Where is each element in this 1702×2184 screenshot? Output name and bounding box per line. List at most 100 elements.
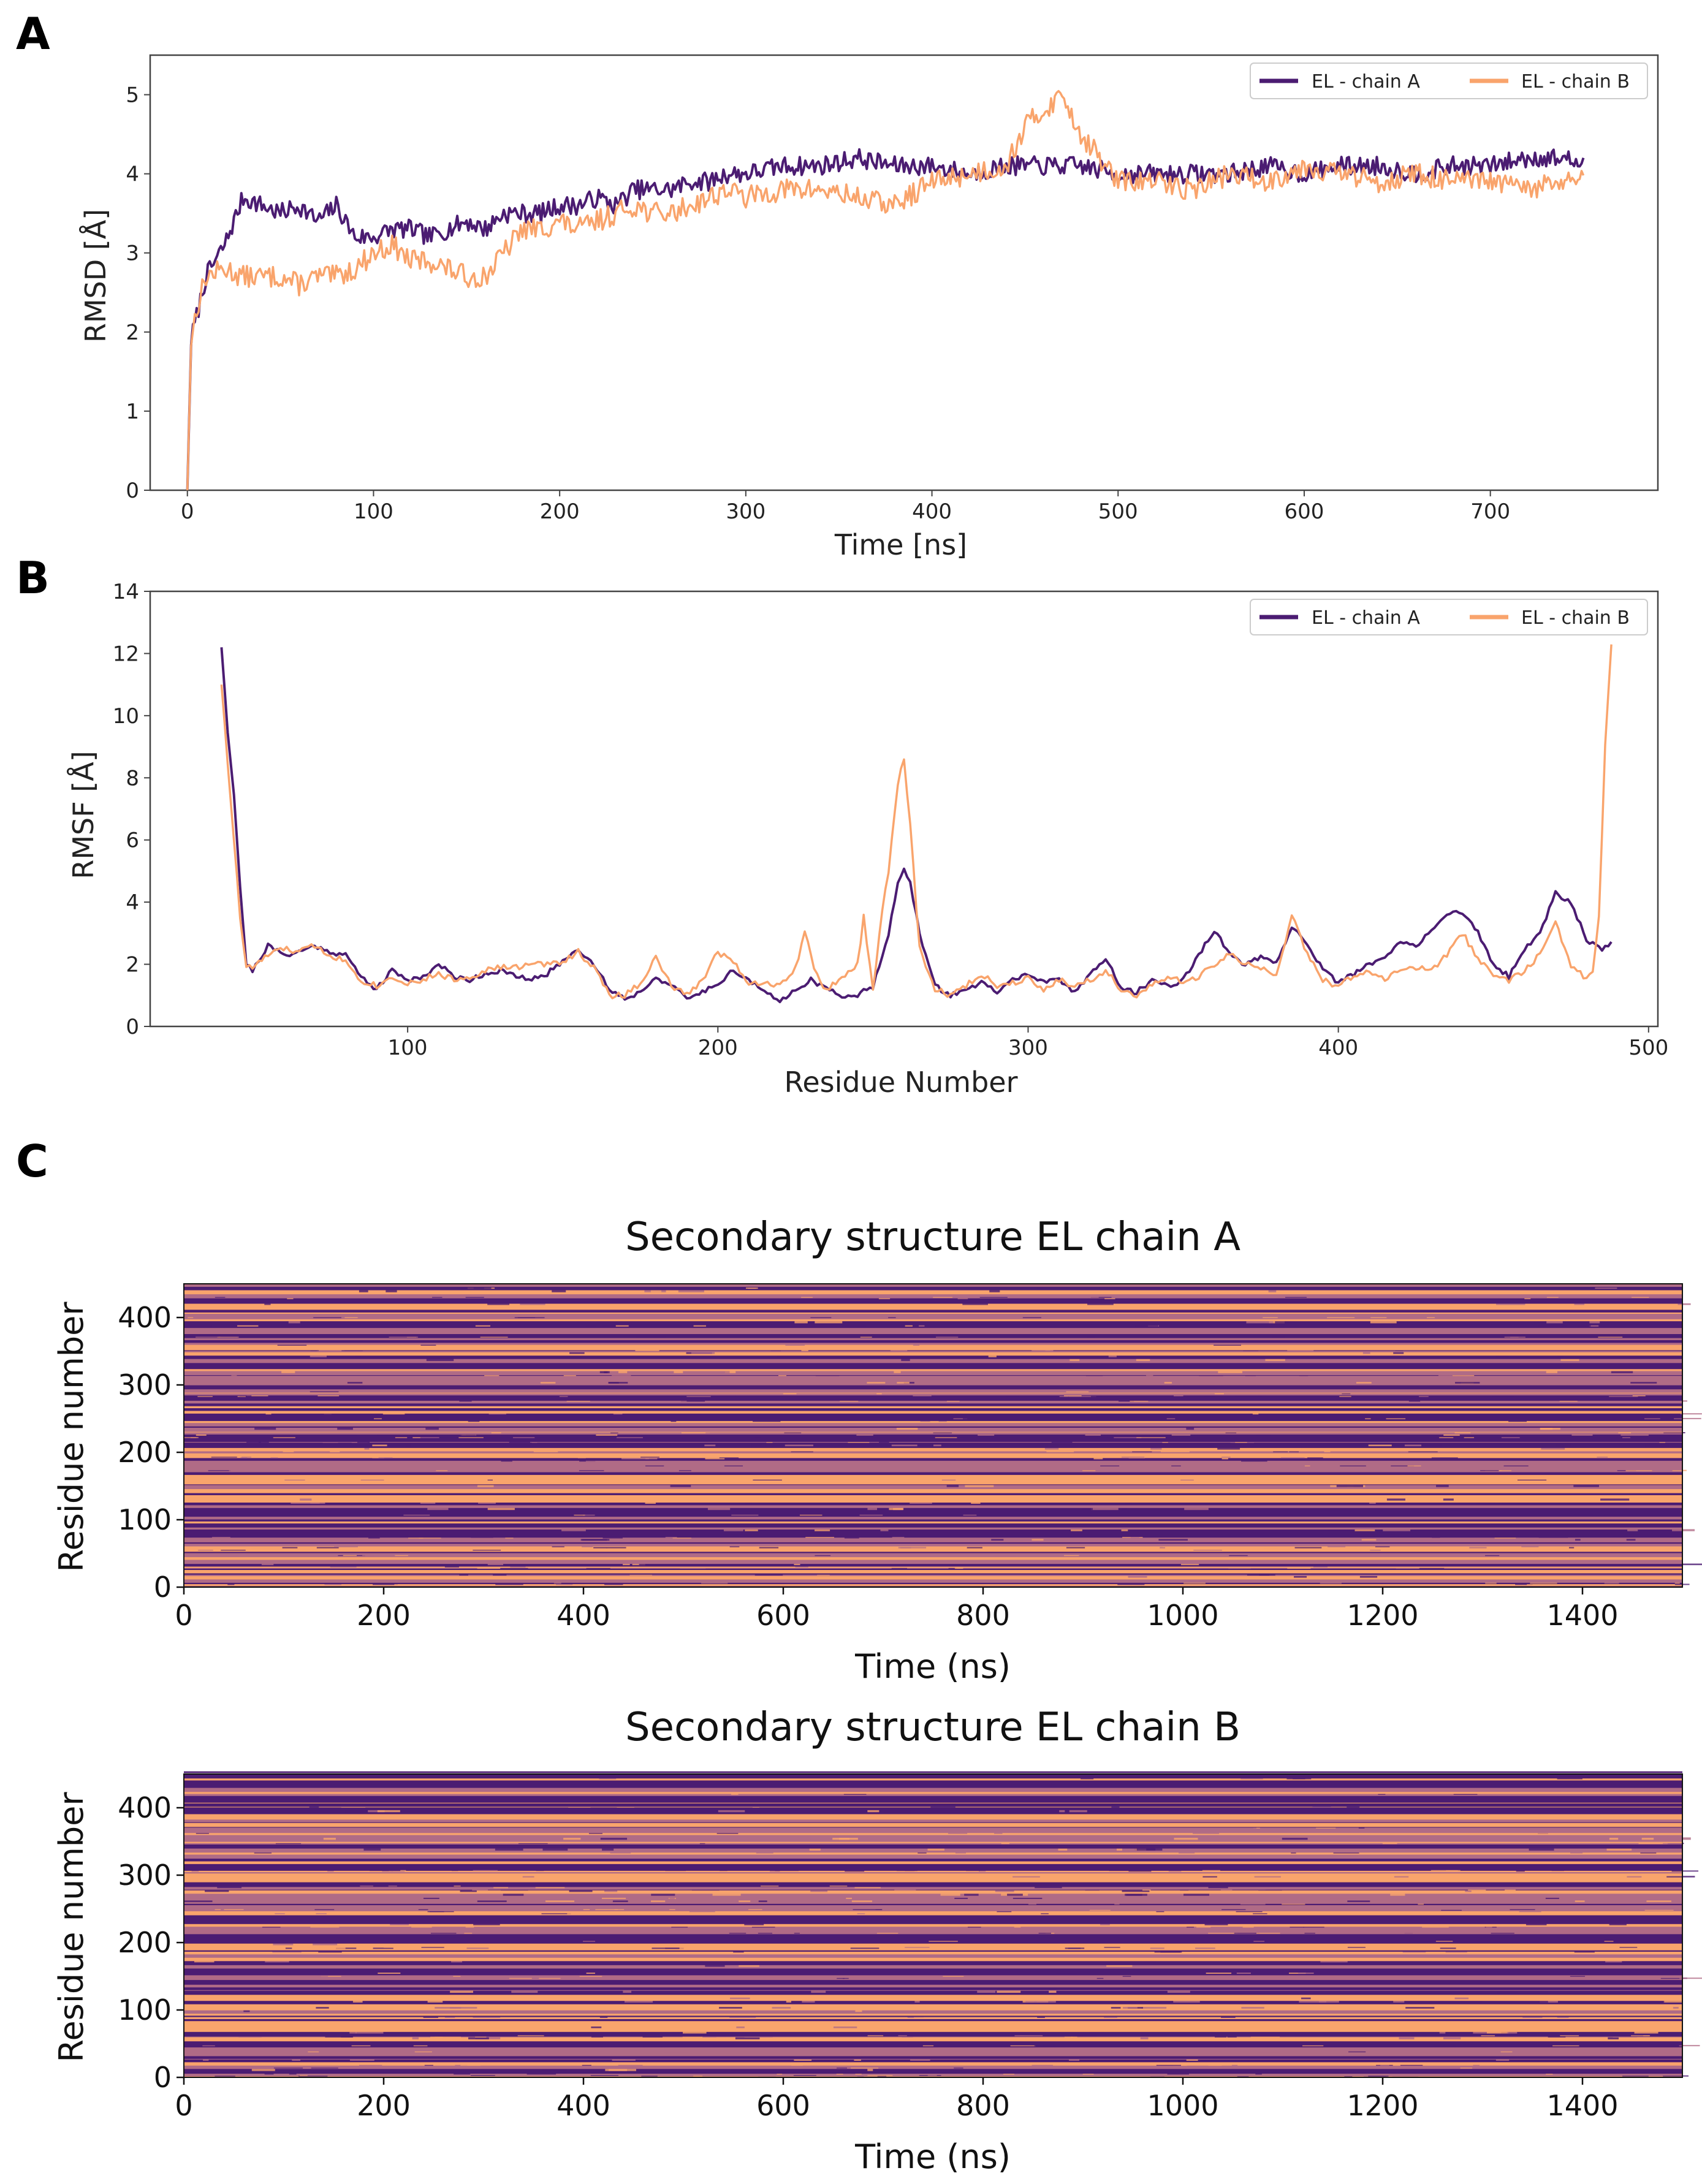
ss-fluctuation xyxy=(623,1990,632,1993)
ss-fluctuation xyxy=(1285,1296,1307,1298)
ss-fluctuation xyxy=(585,1460,606,1462)
ss-fluctuation xyxy=(1597,1456,1608,1458)
ss-fluctuation xyxy=(1604,1582,1619,1584)
rmsd-x-axis-label: Time [ns] xyxy=(834,528,967,561)
ss-residue-band xyxy=(184,1552,1682,1555)
ss-fluctuation xyxy=(946,1400,960,1402)
ss-fluctuation xyxy=(1238,2010,1265,2012)
ss-fluctuation xyxy=(1634,2031,1658,2034)
ss-fluctuation xyxy=(933,1432,952,1433)
ss-fluctuation xyxy=(567,1913,580,1914)
plot-ss-a-x-tick-label: 400 xyxy=(557,1599,610,1632)
ss-fluctuation xyxy=(251,2068,275,2071)
ss-fluctuation xyxy=(1328,1529,1357,1531)
ss-fluctuation xyxy=(1244,2026,1268,2028)
ss-fluctuation xyxy=(801,1349,808,1351)
ss-fluctuation xyxy=(1273,1450,1288,1452)
panel-letter-a: A xyxy=(16,8,50,59)
ss-fluctuation xyxy=(1100,1465,1120,1466)
ss-residue-band xyxy=(184,1511,1682,1515)
ss-fluctuation xyxy=(265,1960,289,1963)
rmsd-y-tick-label: 5 xyxy=(126,83,139,108)
rmsd-plot-frame xyxy=(149,54,1659,491)
ss-fluctuation xyxy=(681,1432,710,1433)
ss-fluctuation xyxy=(943,1975,964,1977)
ss-fluctuation xyxy=(855,2010,862,2012)
ss-fluctuation xyxy=(473,2017,501,2018)
ss-fluctuation xyxy=(963,1514,977,1516)
ss-fluctuation xyxy=(617,1436,643,1438)
ss-residue-band xyxy=(184,1878,1682,1883)
ss-residue-band xyxy=(184,1864,1682,1868)
ss-fluctuation xyxy=(612,2059,636,2061)
ss-fluctuation xyxy=(777,2073,783,2075)
ss-fluctuation xyxy=(436,1469,448,1471)
ss-fluctuation xyxy=(1326,1943,1347,1946)
ss-fluctuation xyxy=(1439,1436,1454,1438)
plot-ss-a-x-tick-label: 0 xyxy=(175,1599,192,1632)
ss-fluctuation xyxy=(1304,1465,1310,1466)
ss-fluctuation xyxy=(395,1555,408,1556)
ss-fluctuation xyxy=(313,1316,341,1318)
ss-fluctuation xyxy=(224,1909,244,1910)
ss-fluctuation xyxy=(576,1321,591,1324)
ss-fluctuation xyxy=(191,1870,199,1872)
ss-fluctuation xyxy=(670,1484,691,1487)
ss-fluctuation xyxy=(679,1947,689,1949)
ss-residue-band xyxy=(184,1968,1682,1973)
ss-fluctuation xyxy=(303,1975,329,1977)
ss-fluctuation xyxy=(503,1893,524,1896)
ss-fluctuation xyxy=(650,1943,657,1946)
ss-fluctuation xyxy=(1014,1903,1024,1905)
ss-fluctuation xyxy=(1598,1336,1623,1338)
ss-fluctuation xyxy=(1646,1393,1652,1395)
ss-fluctuation xyxy=(1443,2037,1461,2039)
ss-fluctuation xyxy=(1077,2034,1083,2036)
ss-residue-band xyxy=(184,1544,1682,1547)
ss-fluctuation xyxy=(427,1911,444,1913)
ss-fluctuation xyxy=(1227,2036,1237,2038)
ss-fluctuation xyxy=(459,1400,472,1402)
ss-fluctuation xyxy=(1158,1538,1188,1541)
ss-fluctuation xyxy=(1178,1852,1195,1854)
ss-fluctuation xyxy=(1258,2051,1279,2053)
ss-fluctuation xyxy=(1090,1507,1119,1511)
ss-residue-band xyxy=(184,2006,1682,2011)
ss-fluctuation xyxy=(246,1395,268,1397)
ss-residue-band xyxy=(184,1432,1682,1435)
ss-fluctuation xyxy=(705,2010,734,2012)
ss-fluctuation xyxy=(412,1436,420,1438)
ss-fluctuation xyxy=(1613,2036,1638,2038)
ss-residue-band xyxy=(184,1555,1682,1558)
ss-fluctuation xyxy=(563,1837,581,1840)
ss-fluctuation xyxy=(950,2076,956,2077)
ss-fluctuation xyxy=(1328,1427,1358,1430)
ss-residue-band xyxy=(184,1783,1682,1788)
ss-fluctuation xyxy=(1093,1457,1103,1460)
ss-residue-band xyxy=(184,2013,1682,2016)
ss-fluctuation xyxy=(654,1848,677,1851)
ss-fluctuation xyxy=(1022,1316,1041,1318)
ss-fluctuation xyxy=(1529,1420,1545,1422)
ss-fluctuation xyxy=(444,1566,459,1568)
ss-fluctuation xyxy=(405,1444,411,1447)
ss-fluctuation xyxy=(656,1381,682,1384)
ss-fluctuation xyxy=(1265,2045,1286,2047)
ss-fluctuation xyxy=(1393,2000,1405,2003)
ss-residue-band xyxy=(184,1474,1682,1479)
ss-fluctuation xyxy=(1282,1903,1305,1905)
ss-fluctuation xyxy=(791,1450,813,1452)
ss-fluctuation xyxy=(705,1943,731,1946)
ss-fluctuation xyxy=(273,2067,303,2069)
ss-fluctuation xyxy=(1454,1997,1469,2000)
ss-fluctuation xyxy=(1361,1538,1377,1541)
ss-residue-band xyxy=(184,1990,1682,1995)
ss-fluctuation xyxy=(1400,2065,1423,2066)
ss-fluctuation xyxy=(1672,1469,1687,1471)
ss-fluctuation xyxy=(262,1926,281,1928)
ss-fluctuation xyxy=(636,1316,655,1318)
ss-fluctuation xyxy=(282,1547,298,1549)
ss-fluctuation xyxy=(1392,1432,1399,1433)
ss-fluctuation xyxy=(1354,1529,1375,1531)
ss-fluctuation xyxy=(500,1568,528,1569)
